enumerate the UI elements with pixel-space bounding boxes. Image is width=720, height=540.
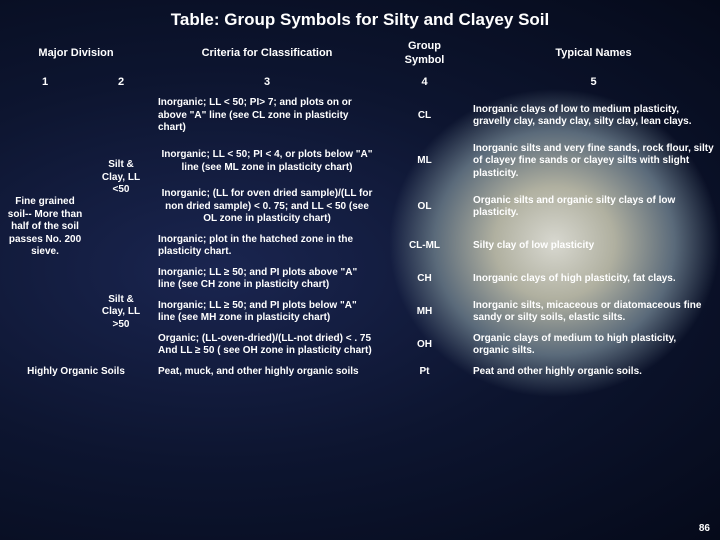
header-typical-names: Typical Names — [467, 36, 720, 72]
criteria-cell: Inorganic; (LL for oven dried sample)/(L… — [152, 184, 382, 230]
table-row: Fine grained soil-- More than half of th… — [0, 93, 720, 139]
criteria-cell: Inorganic; plot in the hatched zone in t… — [152, 230, 382, 263]
major-division-cell: Fine grained soil-- More than half of th… — [0, 93, 90, 362]
names-cell: Inorganic silts, micaceous or diatomaceo… — [467, 296, 720, 329]
colnum-4: 4 — [382, 72, 467, 94]
symbol-cell: OH — [382, 329, 467, 362]
colnum-3: 3 — [152, 72, 382, 94]
criteria-cell: Peat, muck, and other highly organic soi… — [152, 362, 382, 383]
names-cell: Inorganic clays of high plasticity, fat … — [467, 263, 720, 296]
colnum-5: 5 — [467, 72, 720, 94]
highly-organic-cell: Highly Organic Soils — [0, 362, 152, 383]
page-number: 86 — [699, 523, 710, 534]
colnum-2: 2 — [90, 72, 152, 94]
criteria-cell: Inorganic; LL < 50; PI> 7; and plots on … — [152, 93, 382, 139]
page-title: Table: Group Symbols for Silty and Claye… — [0, 0, 720, 36]
names-cell: Inorganic silts and very fine sands, roc… — [467, 139, 720, 185]
number-row: 1 2 3 4 5 — [0, 72, 720, 94]
sub-lt50-cell: Silt & Clay, LL <50 — [90, 93, 152, 263]
symbol-cell: Pt — [382, 362, 467, 383]
header-criteria: Criteria for Classification — [152, 36, 382, 72]
colnum-1: 1 — [0, 72, 90, 94]
table-row: Highly Organic Soils Peat, muck, and oth… — [0, 362, 720, 383]
symbol-cell: ML — [382, 139, 467, 185]
names-cell: Peat and other highly organic soils. — [467, 362, 720, 383]
criteria-cell: Inorganic; LL < 50; PI < 4, or plots bel… — [152, 139, 382, 185]
header-group-symbol: Group Symbol — [382, 36, 467, 72]
names-cell: Organic clays of medium to high plastici… — [467, 329, 720, 362]
table-row: Silt & Clay, LL >50 Inorganic; LL ≥ 50; … — [0, 263, 720, 296]
symbol-cell: CH — [382, 263, 467, 296]
sub-gt50-cell: Silt & Clay, LL >50 — [90, 263, 152, 362]
criteria-cell: Organic; (LL-oven-dried)/(LL-not dried) … — [152, 329, 382, 362]
symbol-cell: OL — [382, 184, 467, 230]
criteria-cell: Inorganic; LL ≥ 50; and PI plots above "… — [152, 263, 382, 296]
symbol-cell: MH — [382, 296, 467, 329]
names-cell: Inorganic clays of low to medium plastic… — [467, 93, 720, 139]
criteria-cell: Inorganic; LL ≥ 50; and PI plots below "… — [152, 296, 382, 329]
names-cell: Silty clay of low plasticity — [467, 230, 720, 263]
header-major-division: Major Division — [0, 36, 152, 72]
symbol-cell: CL — [382, 93, 467, 139]
header-row: Major Division Criteria for Classificati… — [0, 36, 720, 72]
symbol-cell: CL-ML — [382, 230, 467, 263]
soil-classification-table: Major Division Criteria for Classificati… — [0, 36, 720, 382]
names-cell: Organic silts and organic silty clays of… — [467, 184, 720, 230]
